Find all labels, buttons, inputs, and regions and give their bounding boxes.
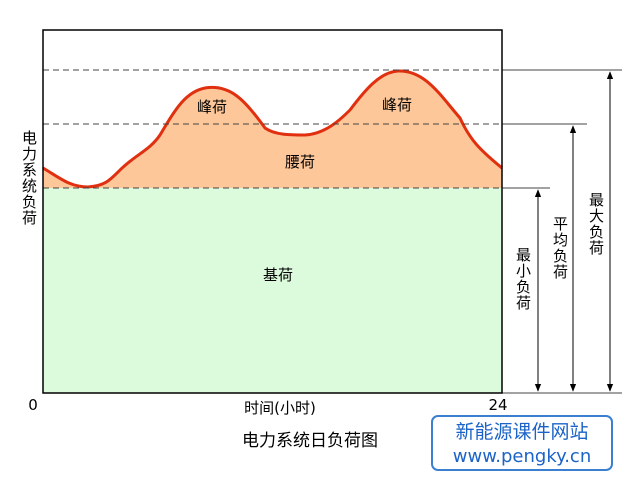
watermark-box [431, 415, 613, 471]
average-label: 平均负荷 [551, 216, 569, 280]
title: 电力系统日负荷图 [242, 431, 378, 451]
peak-right-label: 峰荷 [382, 96, 412, 114]
level-lines [43, 69, 622, 394]
min-label: 最小负荷 [514, 247, 532, 311]
peak-left-label: 峰荷 [197, 98, 227, 116]
x-axis-label: 时间(小时) [244, 399, 316, 417]
watermark-url: www.pengky.cn [453, 446, 591, 467]
watermark-name: 新能源课件网站 [455, 421, 588, 443]
level-arrows [534, 71, 614, 392]
middle-label: 腰荷 [285, 153, 315, 171]
y-axis-label: 电力系统负荷 [20, 130, 38, 226]
base-region [43, 188, 502, 393]
plot-frame [42, 29, 503, 394]
load-curve [42, 69, 503, 189]
x-end: 24 [488, 396, 507, 414]
x-start: 0 [28, 396, 38, 414]
base-label: 基荷 [263, 266, 293, 284]
max-label: 最大负荷 [587, 192, 605, 256]
